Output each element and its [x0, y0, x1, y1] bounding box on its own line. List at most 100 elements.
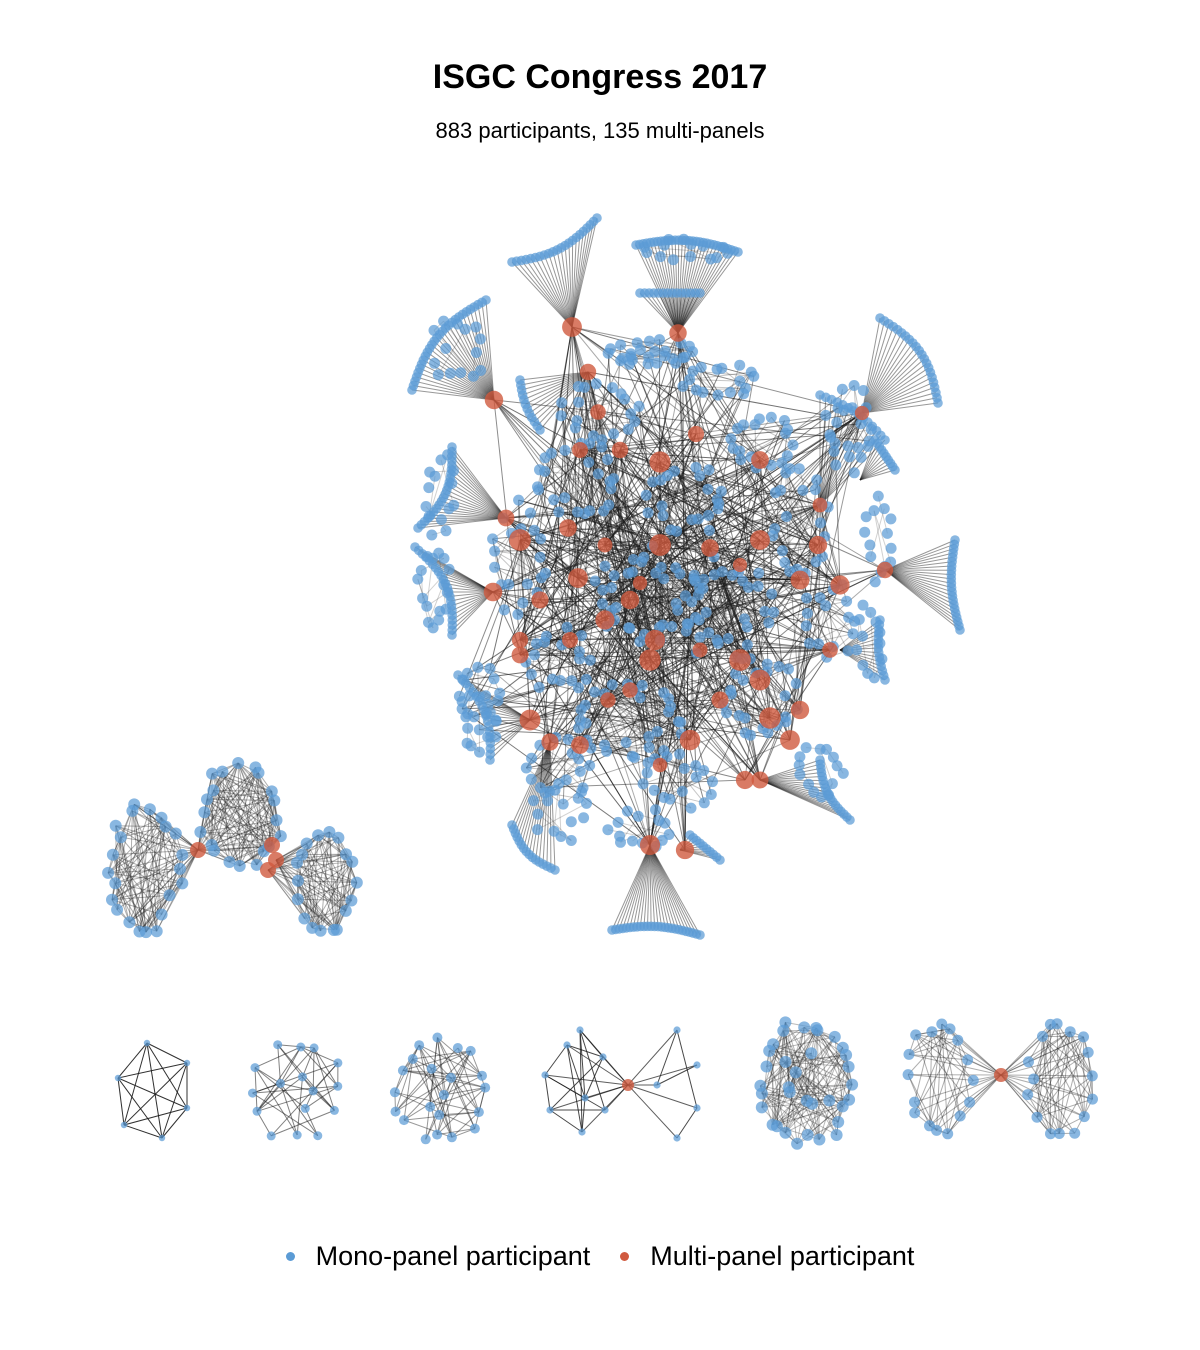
edge	[211, 773, 258, 866]
edge	[297, 898, 352, 901]
edge	[312, 1047, 315, 1091]
edge	[416, 376, 495, 401]
mono-panel-node	[155, 908, 168, 921]
mono-panel-node	[425, 1101, 436, 1112]
edge	[418, 1045, 453, 1138]
edge	[1033, 1023, 1058, 1080]
mono-panel-node	[830, 459, 842, 471]
edge	[795, 1071, 850, 1101]
edge	[297, 831, 330, 881]
edge	[1036, 1031, 1071, 1118]
mono-panel-node	[120, 1121, 128, 1129]
mono-panel-node	[626, 566, 638, 578]
edge	[698, 594, 748, 646]
mono-panel-node	[810, 556, 822, 568]
edge	[1027, 1036, 1084, 1095]
edge	[587, 371, 797, 684]
edge	[412, 1058, 445, 1096]
edge	[145, 868, 181, 933]
edge	[604, 367, 723, 621]
mono-panel-node	[589, 575, 601, 587]
edge	[493, 399, 764, 729]
mono-panel-node	[926, 1026, 938, 1038]
multi-panel-node	[780, 730, 800, 750]
edge	[941, 1023, 961, 1117]
mono-panel-node	[797, 484, 809, 496]
edge	[884, 539, 956, 571]
multi-panel-node	[572, 442, 588, 458]
mono-panel-node	[754, 1079, 767, 1092]
edge	[776, 1099, 850, 1127]
edge	[451, 455, 507, 519]
edge	[544, 1074, 586, 1099]
edge	[769, 1050, 812, 1054]
mono-panel-node	[265, 785, 278, 798]
edge	[213, 800, 275, 851]
edge	[300, 1046, 339, 1087]
edge	[759, 779, 839, 809]
mono-panel-node	[573, 753, 585, 765]
edge	[884, 569, 953, 597]
multi-panel-node	[568, 568, 588, 588]
edge	[489, 539, 521, 669]
edge	[418, 1045, 438, 1135]
mono-panel-node	[548, 825, 560, 837]
edge	[759, 779, 848, 818]
edge	[759, 649, 831, 681]
mono-panel-node	[535, 533, 547, 545]
edge	[674, 471, 678, 532]
edge	[859, 459, 889, 481]
edge	[649, 844, 656, 927]
mono-panel-node	[790, 678, 802, 689]
mono-panel-node	[602, 824, 614, 836]
multi-panel-node	[669, 324, 687, 342]
mono-panel-node	[444, 367, 456, 379]
mono-panel-node	[814, 592, 826, 604]
mono-panel-node	[313, 1131, 323, 1141]
mono-panel-node	[846, 1078, 859, 1091]
mono-panel-node	[868, 505, 880, 517]
edge	[395, 1058, 414, 1112]
edge	[107, 826, 167, 874]
edge	[252, 1092, 319, 1137]
mono-panel-node	[798, 1021, 811, 1034]
mono-panel-node	[532, 824, 543, 836]
edge	[123, 1042, 148, 1126]
edge	[936, 1023, 943, 1131]
multi-panel-node	[790, 700, 810, 720]
mono-panel-node	[643, 731, 655, 742]
edge	[808, 605, 827, 644]
edge	[267, 869, 305, 919]
edge	[759, 459, 834, 590]
mono-panel-node	[150, 925, 163, 938]
multi-panel-node	[190, 842, 206, 858]
edge	[819, 426, 873, 506]
mono-panel-node	[248, 1088, 257, 1098]
mono-panel-node	[580, 673, 592, 685]
edge	[519, 326, 573, 656]
edge	[571, 234, 581, 328]
edge	[535, 643, 551, 743]
edge	[254, 1046, 302, 1069]
edge	[442, 330, 495, 401]
legend-item-multi: Multi-panel participant	[620, 1238, 914, 1274]
edge	[699, 475, 710, 531]
edge	[451, 591, 494, 631]
mono-panel-node	[268, 794, 281, 807]
mono-panel-node	[605, 343, 616, 355]
mono-panel-node	[629, 752, 640, 763]
mono-panel-node	[695, 361, 707, 373]
mono-panel-node	[629, 416, 641, 427]
edge	[116, 817, 162, 910]
mono-panel-node	[698, 797, 710, 809]
edge	[306, 843, 313, 928]
edge	[884, 569, 952, 584]
edge	[213, 762, 239, 791]
edge	[884, 569, 952, 588]
mono-panel-node	[865, 423, 877, 435]
edge	[267, 853, 347, 871]
edge	[301, 854, 322, 931]
mono-panel-node	[784, 463, 796, 475]
multi-panel-node	[611, 441, 629, 459]
edge	[761, 1030, 818, 1108]
